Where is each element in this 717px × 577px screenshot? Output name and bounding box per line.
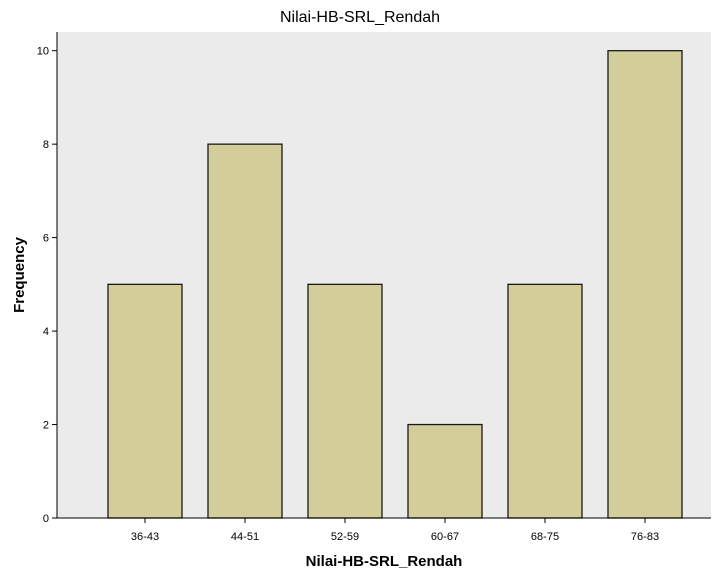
x-tick-label-76-83: 76-83 <box>631 531 659 543</box>
bar-44-51 <box>207 143 283 519</box>
y-tick-label-10: 10 <box>37 46 49 58</box>
bars-group <box>107 50 683 519</box>
y-tick-label-6: 6 <box>43 233 49 245</box>
y-tick-label-8: 8 <box>43 139 49 151</box>
x-tick-label-36-43: 36-43 <box>131 531 159 543</box>
x-tick-label-60-67: 60-67 <box>431 531 459 543</box>
bar-68-75 <box>507 283 583 519</box>
x-tick-label-44-51: 44-51 <box>231 531 259 543</box>
bar-60-67 <box>407 423 483 519</box>
bar-52-59 <box>307 283 383 519</box>
y-tick-label-2: 2 <box>43 420 49 432</box>
x-axis-title: Nilai-HB-SRL_Rendah <box>306 553 463 570</box>
y-tick-label-4: 4 <box>43 326 49 338</box>
x-tick-label-52-59: 52-59 <box>331 531 359 543</box>
bar-76-83 <box>607 50 683 519</box>
y-axis-title: Frequency <box>11 236 28 313</box>
axes-group: 0 2 4 6 8 10 36-43 44-51 52-59 60-67 68-75 76-83 <box>37 32 711 543</box>
y-tick-label-0: 0 <box>43 513 49 525</box>
x-tick-label-68-75: 68-75 <box>531 531 559 543</box>
bar-36-43 <box>107 283 183 519</box>
chart-title: Nilai-HB-SRL_Rendah <box>280 9 440 26</box>
